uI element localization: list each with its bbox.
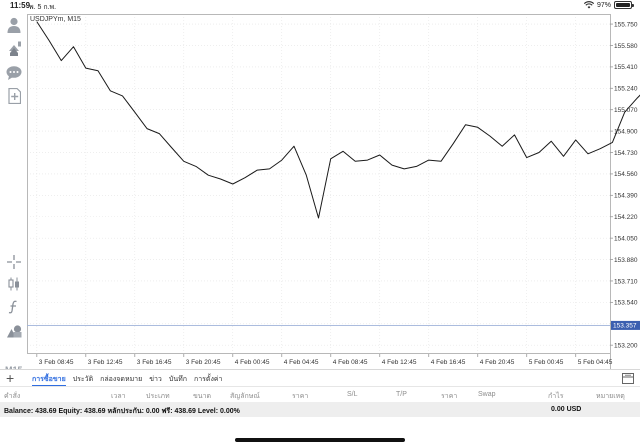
y-tick-label: 155.240 [614,86,638,93]
status-indicators: 97% [583,1,634,9]
expand-panel-icon[interactable] [622,373,634,384]
battery-percent: 97% [596,1,611,9]
tab-mailbox[interactable]: กล่องจดหมาย [100,376,143,383]
column-header: กำไร [548,393,564,400]
column-header: คำสั่ง [4,393,21,400]
status-time: 11:59 [10,1,31,10]
tab-trade[interactable]: การซื้อขาย [32,374,66,386]
column-header: ประเภท [146,393,170,400]
x-tick-label: 4 Feb 04:45 [284,359,319,366]
status-date: พ. 5 ก.พ. [29,4,57,11]
x-tick-label: 4 Feb 20:45 [480,359,515,366]
y-tick-label: 155.410 [614,64,638,71]
chart-area[interactable]: 155.750 155.580 155.410 155.240 155.070 154.9… [27,14,640,369]
wifi-icon [583,1,594,9]
objects-icon[interactable] [6,323,22,339]
battery-fill [616,3,630,7]
home-indicator[interactable] [235,438,405,442]
balance-summary: Balance: 438.69 Equity: 438.69 หลักประกั… [4,408,240,415]
column-header: T/P [396,391,407,398]
crosshair-icon[interactable] [6,254,22,270]
bottom-tab-bar: + การซื้อขาย ประวัติ กล่องจดหมาย ข่าว บั… [0,369,640,386]
y-tick-label: 154.730 [614,150,638,157]
y-tick-label: 155.750 [614,21,638,28]
column-header: S/L [347,391,358,398]
x-tick-label: 4 Feb 16:45 [431,359,466,366]
y-tick-label: 153.710 [614,278,638,285]
add-button[interactable]: + [6,370,15,386]
y-tick-label: 154.900 [614,128,638,135]
price-axis: 155.750155.580155.410155.240155.070154.9… [610,21,638,349]
y-tick-label: 154.390 [614,193,638,200]
x-tick-label: 4 Feb 08:45 [333,359,368,366]
y-tick-label: 153.540 [614,300,638,307]
x-tick-label: 4 Feb 00:45 [235,359,270,366]
column-header: ราคา [292,393,309,400]
x-tick-label: 5 Feb 04:45 [578,359,613,366]
column-header: หมายเหตุ [596,393,625,400]
time-axis: 3 Feb 08:45 3 Feb 12:45 3 Feb 16:45 3 Feb 2… [36,354,613,366]
trade-icon[interactable] [6,41,22,57]
battery-icon [614,1,634,9]
column-header: เวลา [111,393,126,400]
x-tick-label: 3 Feb 12:45 [88,359,123,366]
candlestick-icon[interactable] [6,276,22,292]
column-header: ราคา [441,393,458,400]
y-tick-label: 153.880 [614,257,638,264]
x-tick-label: 5 Feb 00:45 [529,359,564,366]
tab-journal[interactable]: บันทึก [168,376,187,383]
y-tick-label: 154.560 [614,171,638,178]
x-tick-label: 3 Feb 08:45 [39,359,74,366]
balance-bar: Balance: 438.69 Equity: 438.69 หลักประกั… [0,402,640,417]
y-tick-label: 153.200 [614,342,638,349]
chart-grid [27,14,610,354]
column-header: ขนาด [193,393,212,400]
y-tick-label: 155.580 [614,43,638,50]
y-tick-label: 154.050 [614,235,638,242]
column-header: Swap [478,391,496,398]
tabs: การซื้อขาย ประวัติ กล่องจดหมาย ข่าว บันท… [32,374,222,386]
status-bar: 11:59 พ. 5 ก.พ. 97% [0,0,640,14]
column-header: สัญลักษณ์ [230,393,260,400]
chart-symbol-label: USDJPYm, M15 [30,16,81,23]
price-line [36,21,640,219]
tab-settings[interactable]: การตั้งค่า [193,376,223,383]
y-tick-label: 154.220 [614,214,638,221]
current-price-tag [611,320,640,330]
indicator-icon[interactable] [6,299,22,315]
x-tick-label: 4 Feb 12:45 [382,359,417,366]
left-toolbar: M15 [0,14,27,375]
positions-table-header: คำสั่ง เวลา ประเภท ขนาด สัญลักษณ์ ราคา S… [0,386,640,402]
account-icon[interactable] [6,17,22,33]
x-tick-label: 3 Feb 16:45 [137,359,172,366]
new-order-icon[interactable] [6,88,22,104]
x-tick-label: 3 Feb 20:45 [186,359,221,366]
price-chart[interactable]: 155.750155.580155.410155.240155.070154.9… [27,14,640,369]
chat-icon[interactable] [6,65,22,81]
tab-history[interactable]: ประวัติ [72,376,94,383]
tab-news[interactable]: ข่าว [149,376,162,383]
current-price-label: 153.357 [613,323,637,330]
profit-total: 0.00 USD [551,406,582,413]
